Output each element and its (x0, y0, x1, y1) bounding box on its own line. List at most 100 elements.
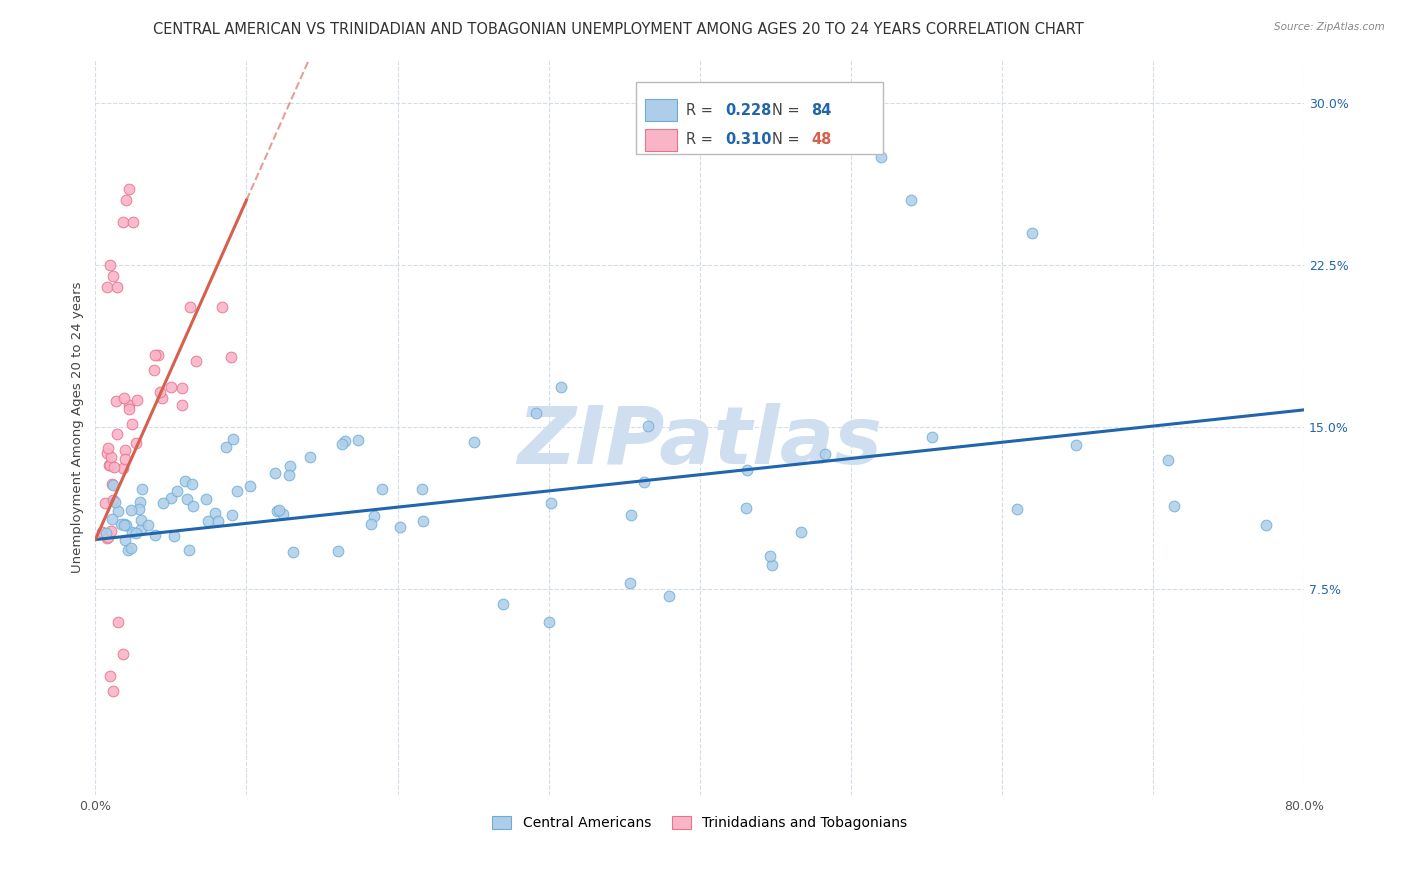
Point (181, 499, 204, 513)
Point (184, 354, 207, 368)
Text: N =: N = (772, 103, 804, 118)
Point (174, 474, 197, 488)
Point (1021, 226, 1043, 240)
Point (112, 517, 135, 532)
Point (128, 495, 150, 509)
Point (125, 392, 148, 407)
Point (120, 541, 142, 555)
Point (143, 527, 166, 541)
Point (204, 506, 226, 520)
Point (278, 467, 301, 482)
Point (211, 300, 233, 314)
Point (121, 525, 143, 540)
Point (105, 279, 128, 293)
Point (101, 477, 124, 491)
Point (122, 215, 145, 229)
Point (104, 495, 127, 509)
Point (114, 533, 136, 547)
Text: 48: 48 (811, 132, 831, 147)
Point (166, 483, 188, 498)
Point (813, 447, 835, 461)
Point (114, 443, 136, 458)
Point (94, 526, 117, 541)
Point (98, 458, 121, 472)
Point (1254, 517, 1277, 532)
Point (278, 459, 301, 474)
Text: R =: R = (686, 132, 718, 147)
Point (97, 441, 120, 455)
Point (114, 193, 136, 207)
Point (412, 514, 434, 528)
Point (100, 258, 122, 272)
Point (761, 558, 783, 573)
Point (326, 543, 349, 558)
Point (97, 530, 120, 544)
Point (146, 347, 169, 361)
Point (103, 684, 125, 698)
Point (120, 502, 142, 516)
Point (110, 517, 132, 532)
FancyBboxPatch shape (645, 128, 676, 151)
Point (411, 482, 433, 496)
Point (148, 384, 170, 399)
Text: N =: N = (772, 132, 804, 147)
Point (281, 544, 304, 558)
Point (136, 518, 159, 533)
Point (121, 417, 143, 432)
Point (111, 215, 134, 229)
Point (347, 433, 370, 447)
Point (118, 401, 141, 416)
Point (103, 268, 125, 283)
Point (298, 450, 321, 464)
Point (142, 363, 165, 377)
Point (115, 517, 138, 532)
Point (194, 491, 217, 506)
Text: 0.228: 0.228 (725, 103, 772, 118)
Y-axis label: Unemployment Among Ages 20 to 24 years: Unemployment Among Ages 20 to 24 years (72, 281, 84, 573)
Point (104, 393, 127, 408)
Point (388, 520, 411, 534)
Point (1163, 500, 1185, 514)
Point (98, 458, 121, 472)
Point (114, 451, 136, 466)
Point (550, 380, 572, 394)
Point (100, 669, 122, 683)
Point (239, 479, 262, 493)
Point (179, 301, 201, 315)
Point (107, 615, 129, 629)
Point (163, 529, 186, 543)
Point (129, 523, 152, 537)
Point (100, 450, 122, 465)
Point (111, 460, 134, 475)
Point (94, 496, 117, 510)
Point (112, 391, 135, 405)
Point (1064, 438, 1087, 452)
Point (101, 478, 124, 492)
Point (658, 589, 681, 603)
Point (197, 514, 219, 528)
Point (118, 398, 141, 412)
Legend: Central Americans, Trinidadians and Tobagonians: Central Americans, Trinidadians and Toba… (486, 810, 912, 836)
Point (734, 500, 756, 515)
Point (333, 434, 356, 449)
Point (492, 598, 515, 612)
Point (269, 502, 291, 516)
Point (1156, 452, 1178, 467)
Text: 0.310: 0.310 (725, 132, 772, 147)
Point (271, 508, 294, 522)
Point (371, 482, 394, 496)
Point (172, 399, 194, 413)
Point (225, 483, 247, 498)
Point (1005, 502, 1028, 516)
Point (124, 436, 146, 450)
Point (96, 446, 118, 460)
Point (219, 350, 242, 364)
Point (159, 380, 181, 394)
Point (264, 466, 287, 480)
Text: Source: ZipAtlas.com: Source: ZipAtlas.com (1274, 22, 1385, 32)
Point (131, 483, 153, 497)
Point (363, 509, 385, 524)
Point (107, 426, 129, 441)
Point (96, 531, 118, 545)
Point (537, 615, 560, 629)
